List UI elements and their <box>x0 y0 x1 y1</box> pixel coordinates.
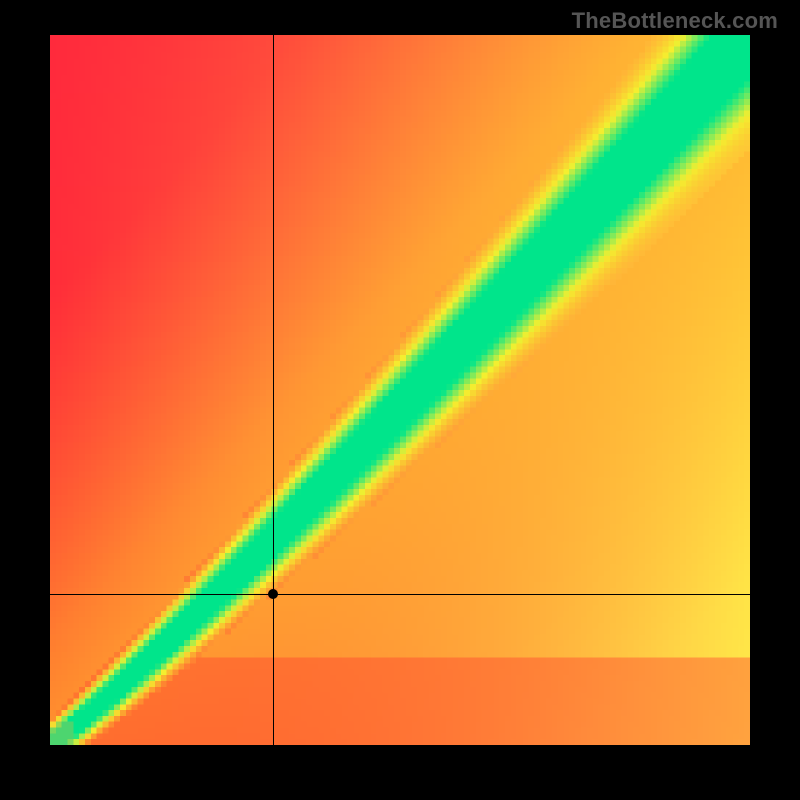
chart-container: { "watermark": { "text": "TheBottleneck.… <box>0 0 800 800</box>
watermark-text: TheBottleneck.com <box>572 8 778 34</box>
crosshair-vertical <box>273 35 274 745</box>
crosshair-horizontal <box>50 594 750 595</box>
crosshair-dot <box>268 589 278 599</box>
bottleneck-heatmap <box>50 35 750 745</box>
heatmap-canvas <box>50 35 750 745</box>
